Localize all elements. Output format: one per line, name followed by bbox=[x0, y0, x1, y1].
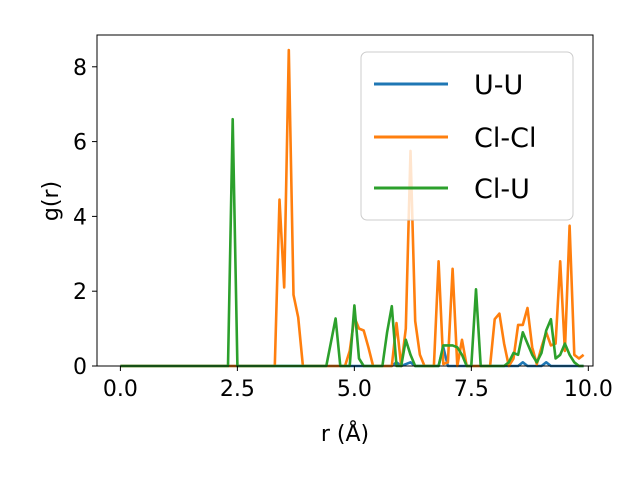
series-line-cl-u bbox=[120, 117, 584, 368]
x-tick-label: 2.5 bbox=[220, 377, 255, 402]
y-axis-label: g(r) bbox=[39, 181, 64, 221]
y-tick-label: 6 bbox=[73, 131, 87, 156]
legend: U-U Cl-Cl Cl-U bbox=[360, 51, 574, 221]
series-layer bbox=[120, 48, 585, 368]
x-tick-label: 10.0 bbox=[564, 377, 613, 402]
legend-label-cl-cl: Cl-Cl bbox=[474, 123, 536, 154]
y-tick-label: 8 bbox=[73, 56, 87, 81]
plot-area-frame bbox=[96, 34, 594, 367]
x-tick-label: 5.0 bbox=[337, 377, 372, 402]
legend-box bbox=[360, 51, 574, 221]
x-axis-label: r (Å) bbox=[321, 420, 369, 447]
y-tick-label: 2 bbox=[73, 280, 87, 305]
series-line-u-u bbox=[120, 345, 584, 368]
legend-label-u-u: U-U bbox=[474, 70, 523, 101]
y-axis: 0 2 4 6 8 bbox=[73, 56, 97, 380]
x-tick-label: 7.5 bbox=[454, 377, 489, 402]
y-tick-label: 0 bbox=[73, 355, 87, 380]
x-tick-label: 0.0 bbox=[103, 377, 138, 402]
x-axis: 0.0 2.5 5.0 7.5 10.0 bbox=[103, 366, 613, 402]
legend-label-cl-u: Cl-U bbox=[474, 174, 530, 205]
y-tick-label: 4 bbox=[73, 205, 87, 230]
